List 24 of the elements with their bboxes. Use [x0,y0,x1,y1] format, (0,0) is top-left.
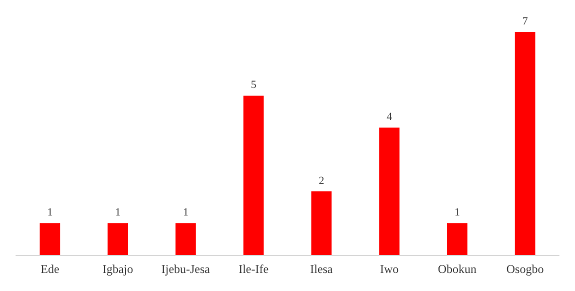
x-tick-label: Ilesa [310,262,334,276]
data-label: 7 [522,16,528,28]
bar [514,32,536,255]
bar [40,223,60,255]
x-tick-label: Igbajo [102,262,134,276]
bar [176,223,196,255]
x-tick-label: Ede [40,262,60,276]
bar [108,223,128,255]
x-tick-label: Ijebu-Jesa [161,262,211,276]
x-tick-label: Obokun [438,262,477,276]
bar [311,191,332,255]
bar [379,128,400,255]
x-tick-label: Ile-Ife [238,262,269,276]
data-label: 4 [386,111,393,124]
data-label: 1 [454,206,460,219]
data-label: 1 [115,206,121,219]
bar [447,223,468,255]
data-label: 1 [182,206,188,219]
data-label: 2 [318,174,324,187]
bar [243,96,264,255]
x-tick-label: Osogbo [506,262,544,276]
data-label: 5 [250,79,257,92]
data-label: 1 [47,206,53,219]
x-tick-label: Iwo [380,262,399,276]
